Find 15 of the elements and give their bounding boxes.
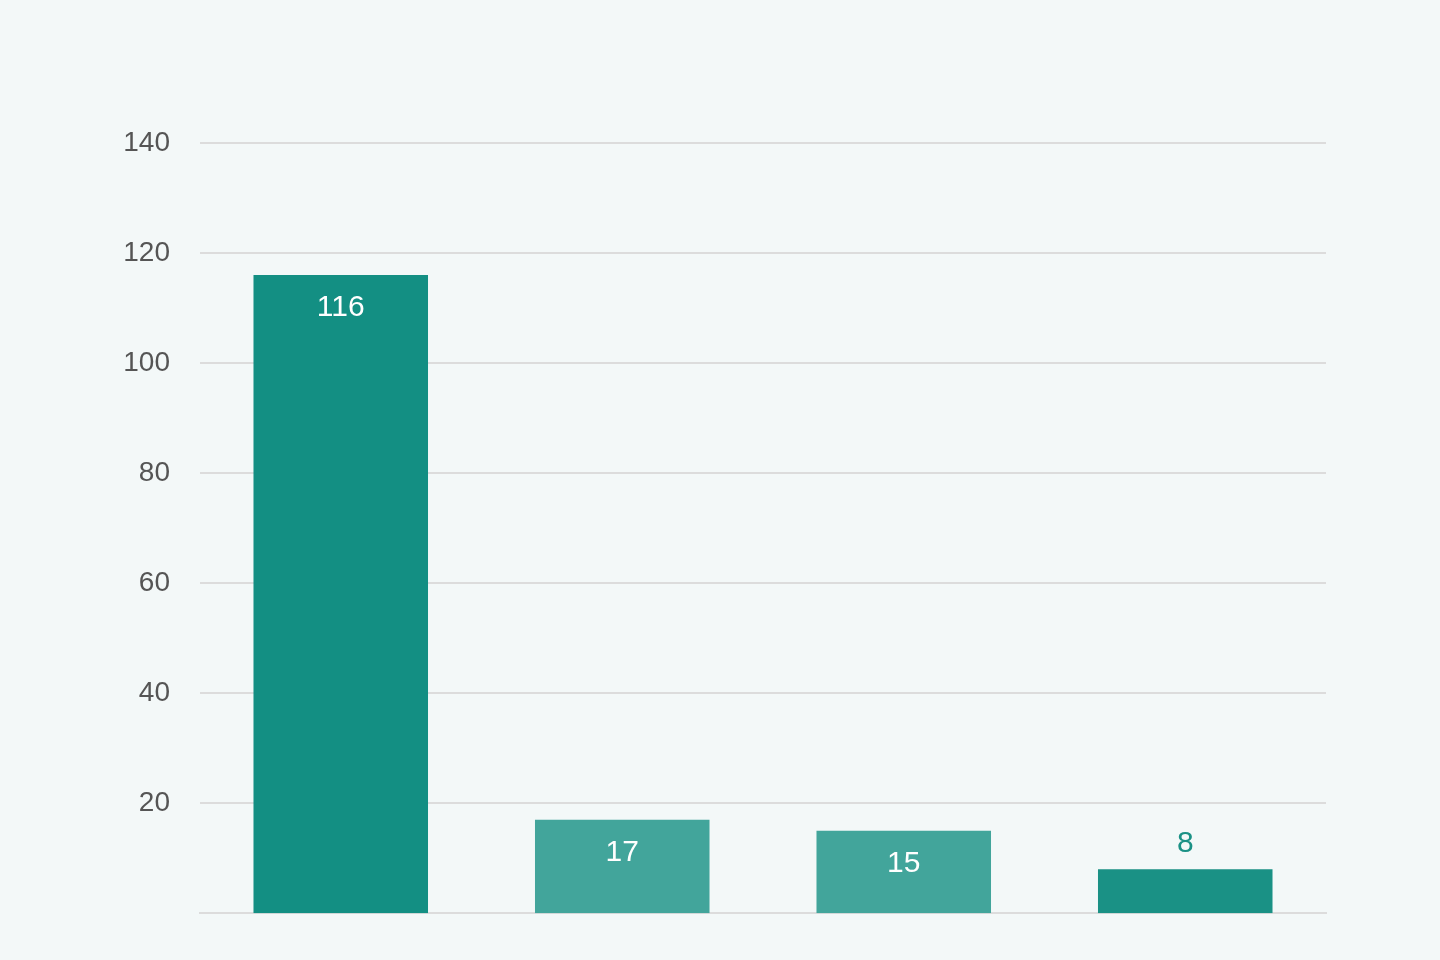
y-tick-label: 140 (123, 125, 170, 157)
y-tick-label: 40 (138, 675, 170, 707)
y-tick-label: 60 (138, 565, 170, 597)
y-tick-label: 20 (138, 785, 170, 817)
data-label: 17 (605, 833, 639, 867)
y-tick-label: 100 (123, 345, 170, 377)
data-label: 15 (887, 844, 921, 878)
bar (816, 830, 992, 914)
y-tick-label: 120 (123, 235, 170, 267)
bar (534, 819, 710, 914)
data-label: 116 (316, 289, 365, 323)
data-label: 8 (1176, 825, 1194, 859)
bar (1097, 869, 1273, 914)
bar (253, 275, 429, 914)
y-tick-label: 80 (138, 455, 170, 487)
